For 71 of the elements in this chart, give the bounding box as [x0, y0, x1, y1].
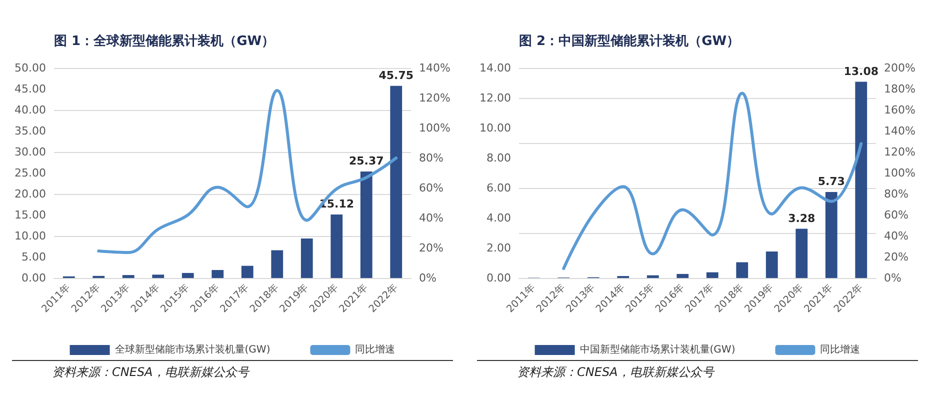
legend-label: 中国新型储能市场累计装机量(GW): [580, 344, 736, 356]
y2-tick-label: 100%: [884, 166, 916, 180]
data-label: 25.37: [348, 154, 384, 168]
data-label: 13.08: [844, 64, 879, 78]
bar: [122, 275, 134, 278]
y2-tick-label: 20%: [884, 250, 908, 264]
y-tick-label: 15.00: [14, 208, 46, 222]
y2-tick-label: 80%: [884, 188, 908, 200]
y2-tick-label: 60%: [419, 182, 444, 194]
bar: [736, 262, 748, 278]
y2-tick-label: 80%: [419, 152, 444, 164]
y2-tick-label: 120%: [884, 146, 916, 158]
bar: [796, 228, 808, 278]
legend-label: 同比增速: [355, 344, 396, 356]
bar: [271, 250, 284, 278]
bar: [676, 274, 689, 278]
bar: [706, 272, 718, 278]
chart-title: 图 2：中国新型储能累计装机（GW）: [518, 32, 741, 51]
bar: [241, 266, 254, 278]
y2-tick-label: 40%: [419, 212, 444, 224]
y-tick-label: 4.00: [486, 212, 511, 224]
y-tick-label: 0.00: [22, 272, 46, 284]
y2-tick-label: 200%: [884, 62, 916, 74]
y2-tick-label: 20%: [419, 242, 444, 254]
y2-tick-label: 140%: [884, 124, 916, 138]
y-tick-label: 10.00: [480, 122, 511, 134]
bar: [300, 238, 313, 278]
bar: [182, 272, 194, 278]
bar: [212, 270, 224, 278]
bar: [825, 192, 838, 278]
y2-tick-label: 160%: [884, 104, 916, 116]
y2-tick-label: 0%: [419, 272, 436, 284]
y-tick-label: 45.00: [14, 82, 46, 96]
y2-tick-label: 60%: [884, 208, 908, 222]
y-tick-label: 14.00: [480, 62, 511, 74]
bar: [330, 214, 343, 278]
data-label: 5.73: [818, 175, 845, 188]
data-label: 45.75: [378, 68, 414, 82]
bar: [766, 251, 778, 278]
bar: [152, 274, 164, 278]
y-tick-label: 2.00: [486, 242, 511, 254]
bar: [390, 86, 402, 278]
legend-label: 同比增速: [820, 344, 860, 356]
y2-tick-label: 120%: [419, 92, 450, 104]
y2-tick-label: 180%: [884, 82, 916, 96]
y2-tick-label: 140%: [419, 62, 450, 74]
text: 资料来源：CNESA，电联新媒公众号: [12, 360, 453, 384]
y-tick-label: 8.00: [486, 152, 511, 164]
bar: [360, 171, 372, 278]
y2-tick-label: 0%: [884, 272, 902, 284]
text: 资料来源：CNESA，电联新媒公众号: [477, 360, 918, 384]
y2-tick-label: 100%: [419, 122, 450, 134]
data-label: 3.28: [788, 212, 816, 225]
y-tick-label: 0.00: [486, 272, 511, 284]
legend-label: 全球新型储能市场累计装机量(GW): [114, 344, 270, 356]
y-tick-label: 12.00: [480, 92, 511, 104]
y-tick-label: 35.00: [14, 124, 46, 138]
bar: [646, 275, 659, 278]
line-series: [97, 89, 398, 254]
y-tick-label: 25.00: [14, 166, 46, 180]
y-tick-label: 40.00: [14, 104, 46, 116]
y-tick-label: 20.00: [14, 188, 46, 200]
y-tick-label: 10.00: [14, 230, 46, 242]
y2-tick-label: 40%: [884, 230, 908, 242]
line-series: [562, 92, 863, 270]
y-tick-label: 50.00: [14, 62, 46, 74]
chart-title: 图 1：全球新型储能累计装机（GW）: [53, 32, 276, 51]
y-tick-label: 5.00: [22, 250, 46, 264]
y-tick-label: 30.00: [14, 146, 46, 158]
y-tick-label: 6.00: [486, 182, 511, 194]
bar: [855, 82, 868, 278]
